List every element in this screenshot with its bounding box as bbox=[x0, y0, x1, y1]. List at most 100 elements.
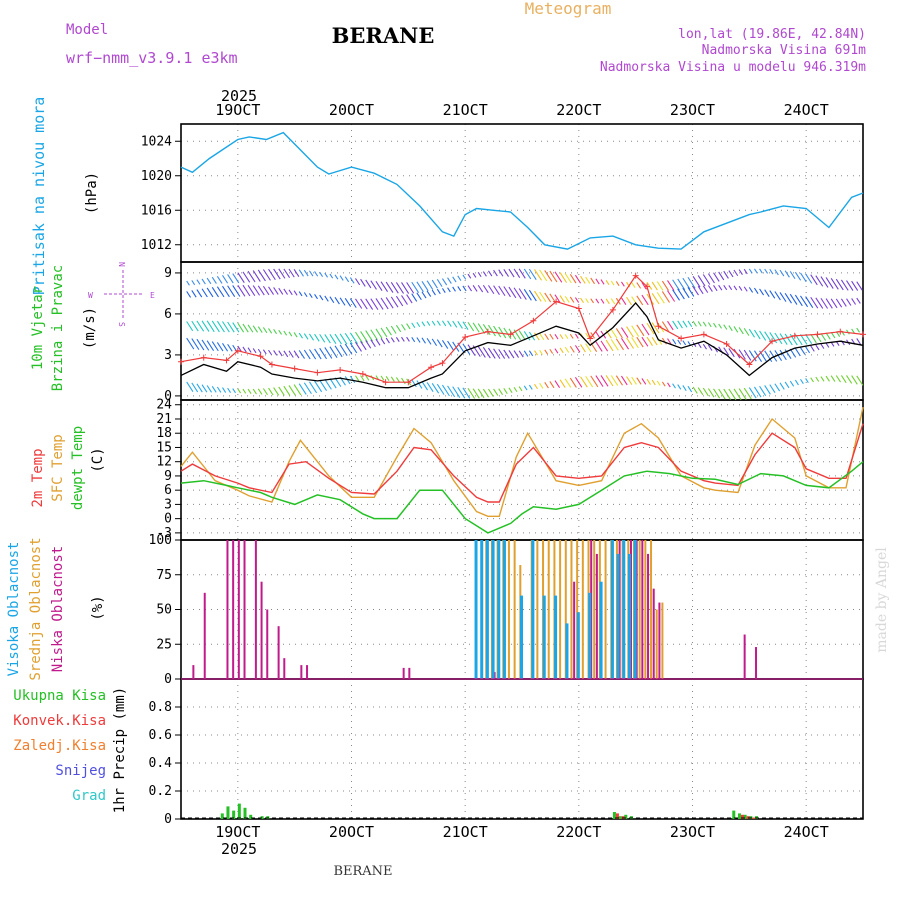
wind-barb bbox=[283, 288, 288, 295]
wind-barb bbox=[452, 286, 456, 292]
wind-barb bbox=[283, 385, 291, 396]
wind-barb bbox=[216, 320, 225, 333]
cloud-low-label: Niska Oblacnost bbox=[50, 546, 66, 672]
wind-barb bbox=[523, 268, 532, 280]
wind-barb bbox=[620, 337, 630, 350]
wind-barb bbox=[298, 291, 303, 297]
wind-barb bbox=[257, 348, 262, 354]
wind-barb bbox=[247, 285, 256, 296]
wind-barb bbox=[682, 287, 690, 299]
wind-barb bbox=[216, 275, 223, 284]
wind-barb bbox=[380, 281, 388, 293]
precip-bar bbox=[752, 817, 756, 819]
wind-barb bbox=[273, 387, 280, 396]
wind-barb bbox=[303, 333, 309, 340]
top-day-label: 21OCT bbox=[443, 101, 488, 119]
wind-barb bbox=[769, 332, 778, 344]
wind-barb bbox=[293, 350, 300, 359]
wind-barb bbox=[457, 286, 462, 292]
wind-barb bbox=[580, 297, 584, 303]
cloud-bar bbox=[644, 540, 647, 679]
top-day-label: 22OCT bbox=[556, 101, 601, 119]
wind-barb bbox=[646, 322, 655, 335]
wind-barb bbox=[820, 297, 829, 309]
wind-barb bbox=[360, 298, 368, 310]
wind-barb bbox=[375, 280, 383, 291]
wind-barb bbox=[339, 275, 344, 281]
wind-barb bbox=[856, 338, 862, 345]
wind-barb bbox=[759, 268, 763, 274]
gust-marker bbox=[200, 354, 207, 361]
wind-barb bbox=[441, 384, 450, 397]
precip-bar bbox=[618, 816, 622, 819]
wind-barb bbox=[206, 385, 212, 393]
panels: 10121016102010240369-3036912151821240255… bbox=[141, 123, 864, 827]
wind-barb bbox=[564, 334, 569, 339]
wind-barb bbox=[457, 275, 462, 281]
wind-barb bbox=[534, 290, 542, 302]
pressure-unit: (hPa) bbox=[84, 172, 100, 214]
wind-barb bbox=[544, 333, 550, 340]
gust-marker bbox=[678, 335, 685, 342]
wind-barb bbox=[738, 269, 743, 276]
wind-barb bbox=[191, 320, 199, 332]
cloud-bar bbox=[581, 540, 584, 679]
wind-barb bbox=[395, 337, 400, 342]
wind-barb bbox=[743, 286, 748, 292]
compass-e: E bbox=[150, 291, 155, 300]
wind-barb bbox=[692, 320, 697, 327]
cloud-bar bbox=[408, 667, 411, 679]
wind-barb bbox=[472, 272, 477, 278]
wind-barb bbox=[375, 338, 381, 346]
wind-barb bbox=[641, 336, 649, 347]
wind-barb bbox=[268, 268, 276, 281]
footer-station: BERANE bbox=[333, 864, 392, 879]
wind-barb bbox=[646, 336, 653, 346]
cloud-bar bbox=[641, 540, 644, 679]
cloud-bar bbox=[633, 540, 637, 679]
wind-barb bbox=[447, 277, 452, 284]
bottom-day-label: 21OCT bbox=[443, 823, 488, 841]
wind-barb bbox=[436, 288, 441, 295]
wind-barb bbox=[580, 344, 586, 353]
wind-barb bbox=[523, 385, 528, 391]
wind-barb bbox=[672, 289, 680, 301]
wind-barb bbox=[303, 382, 312, 395]
wind-barb bbox=[656, 292, 665, 304]
bottom-day-label: 23OCT bbox=[670, 823, 715, 841]
wind-barb bbox=[636, 282, 642, 289]
wind-barb bbox=[523, 350, 529, 357]
wind-barb bbox=[682, 320, 688, 328]
wind-barb bbox=[677, 278, 686, 291]
wind-barb bbox=[288, 350, 294, 358]
wind-barb bbox=[314, 348, 322, 360]
wind-barb bbox=[513, 350, 520, 358]
wind-barb bbox=[421, 381, 429, 391]
wind-barb bbox=[733, 388, 742, 401]
wind-barb bbox=[411, 379, 417, 388]
wind-barb bbox=[687, 287, 695, 297]
wind-barb bbox=[820, 376, 825, 382]
wind-barb bbox=[554, 271, 563, 283]
wind-barb bbox=[564, 273, 572, 284]
year-bottom: 2025 bbox=[221, 840, 257, 858]
wind-barb bbox=[513, 287, 522, 300]
wind-barb bbox=[482, 284, 489, 294]
wind-barb bbox=[774, 332, 783, 345]
wind-barb bbox=[651, 281, 658, 291]
wind-barb bbox=[426, 338, 432, 345]
wind-barb bbox=[636, 295, 644, 306]
wind-barb bbox=[815, 275, 824, 287]
wind-barb bbox=[539, 333, 545, 341]
wind-barb bbox=[682, 385, 687, 391]
wind-barb bbox=[441, 339, 449, 349]
wind-barb bbox=[518, 268, 526, 279]
wind-barb bbox=[385, 281, 394, 293]
wind-barb bbox=[784, 270, 790, 278]
wind-barb bbox=[431, 338, 438, 346]
wind-barb bbox=[539, 291, 547, 303]
wind-barb bbox=[431, 320, 436, 326]
wind-barb bbox=[482, 271, 487, 277]
wind-barb bbox=[406, 323, 411, 330]
wind-barb bbox=[334, 345, 343, 358]
